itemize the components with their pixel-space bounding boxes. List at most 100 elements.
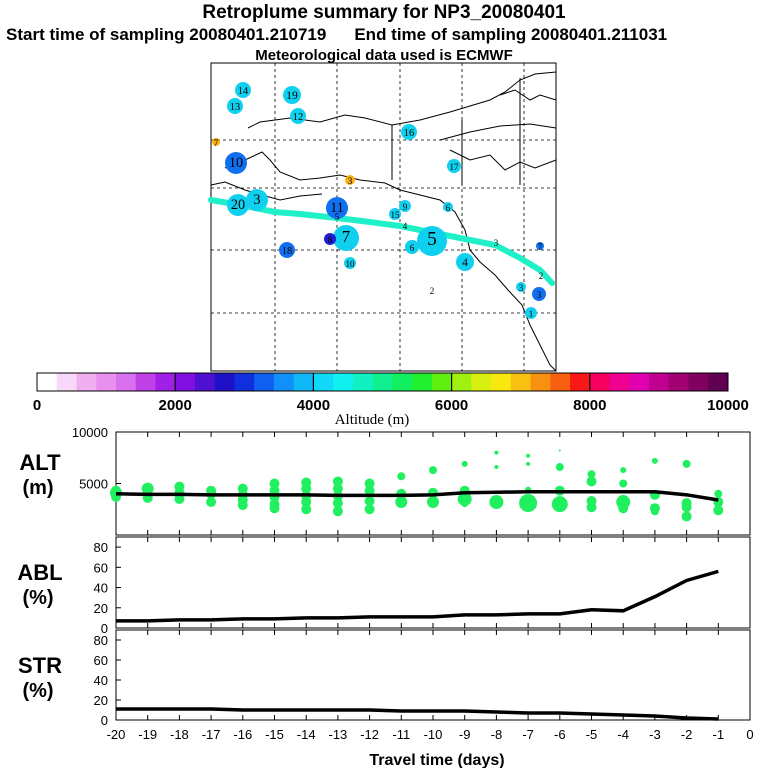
colorbar-cell [629,373,650,391]
chart-title: Retroplume summary for NP3_20080401 [202,2,566,23]
marker-label: 3 [253,192,260,208]
colorbar-cell [76,373,97,391]
altitude-point [555,463,564,472]
altitude-point [332,483,343,494]
altitude-point [620,467,627,474]
marker-label: 12 [293,112,303,123]
x-tick-label: -13 [329,727,348,742]
altitude-point [586,502,597,513]
y-tick-label: 80 [94,540,108,555]
marker-label: 20 [231,197,245,213]
altitude-point [461,460,468,467]
panel-label: ABL [17,560,62,585]
altitude-point [681,502,692,513]
marker-dot [333,225,359,251]
colorbar-cell [37,373,58,391]
altitude-point [364,496,375,507]
marker-label: 17 [449,162,459,172]
x-tick-label: -6 [554,727,566,742]
marker-label: 3 [494,238,499,248]
y-tick-label: 60 [94,653,108,668]
altitude-point [301,504,312,515]
x-tick-label: -9 [459,727,471,742]
colorbar-frame [36,372,729,392]
altitude-point [269,478,280,489]
colorbar-cell [313,373,334,391]
marker-label: 19 [286,89,298,102]
colorbar-cell [372,373,393,391]
panel-frame [115,536,751,629]
x-tick-label: -16 [233,727,252,742]
marker-label: 13 [230,102,240,113]
met-data-label: Meteorological data used is ECMWF [255,47,513,64]
altitude-point [586,476,597,487]
colorbar-tick-label: 10000 [707,397,749,414]
colorbar-cell [214,373,235,391]
y-tick-label: 80 [94,633,108,648]
colorbar-cell [570,373,591,391]
x-tick-label: -12 [360,727,379,742]
marker-label: 18 [282,246,292,257]
colorbar-cell [293,373,314,391]
altitude-point [558,449,561,452]
colorbar-tick-label: 0 [33,397,41,414]
marker-label: 6 [410,243,415,253]
colorbar-cell [668,373,690,391]
marker-dot [447,159,461,173]
marker-label: 7 [342,227,350,246]
panel-frame [115,629,751,721]
map-frame [210,62,557,372]
marker-dot [399,200,411,212]
colorbar-cell [412,373,433,391]
altitude-point [397,472,406,481]
sampling-times: Start time of sampling 20080401.210719 En… [6,25,667,45]
marker-dot [536,242,544,250]
marker-dot [401,124,417,140]
altitude-point [494,450,499,455]
marker-label: 16 [404,128,414,139]
x-tick-label: -19 [138,727,157,742]
x-tick-label: 0 [746,727,753,742]
colorbar-cell [254,373,275,391]
altitude-point [682,459,691,468]
colorbar-tick-label: 6000 [435,397,468,414]
altitude-point [332,506,343,517]
y-tick-label: 10000 [72,425,108,440]
altitude-point [364,478,375,489]
x-tick-label: -11 [392,727,410,742]
marker-dot [344,257,356,269]
marker-label: 5 [335,212,340,222]
x-tick-label: -1 [713,727,725,742]
marker-dot [283,86,301,104]
marker-dot [227,98,243,114]
marker-label: 4 [462,256,468,269]
start-time-label: Start time of sampling 20080401.210719 [6,25,327,44]
marker-dot [235,82,251,98]
altitude-point [587,470,596,479]
marker-dot [246,189,268,211]
panel-unit: (%) [22,587,53,609]
panel-frame [115,431,751,536]
colorbar-cell [273,373,295,391]
altitude-point [494,465,499,470]
altitude-point [427,496,439,509]
altitude-point [332,498,343,509]
x-tick-label: -5 [586,727,598,742]
marker-label: 7 [538,242,543,252]
marker-dot [212,138,220,146]
colorbar-cell [708,373,729,391]
altitude-point [174,493,185,504]
marker-dot [227,194,249,216]
colorbar-cell [688,373,709,391]
y-tick-label: 20 [94,693,108,708]
y-tick-label: 0 [101,713,108,728]
panel-unit: (m) [22,477,53,499]
marker-dot [532,287,546,301]
colorbar-cell [649,373,670,391]
marker-dot [516,282,526,292]
colorbar-cell [115,373,137,391]
colorbar-cell [530,373,551,391]
